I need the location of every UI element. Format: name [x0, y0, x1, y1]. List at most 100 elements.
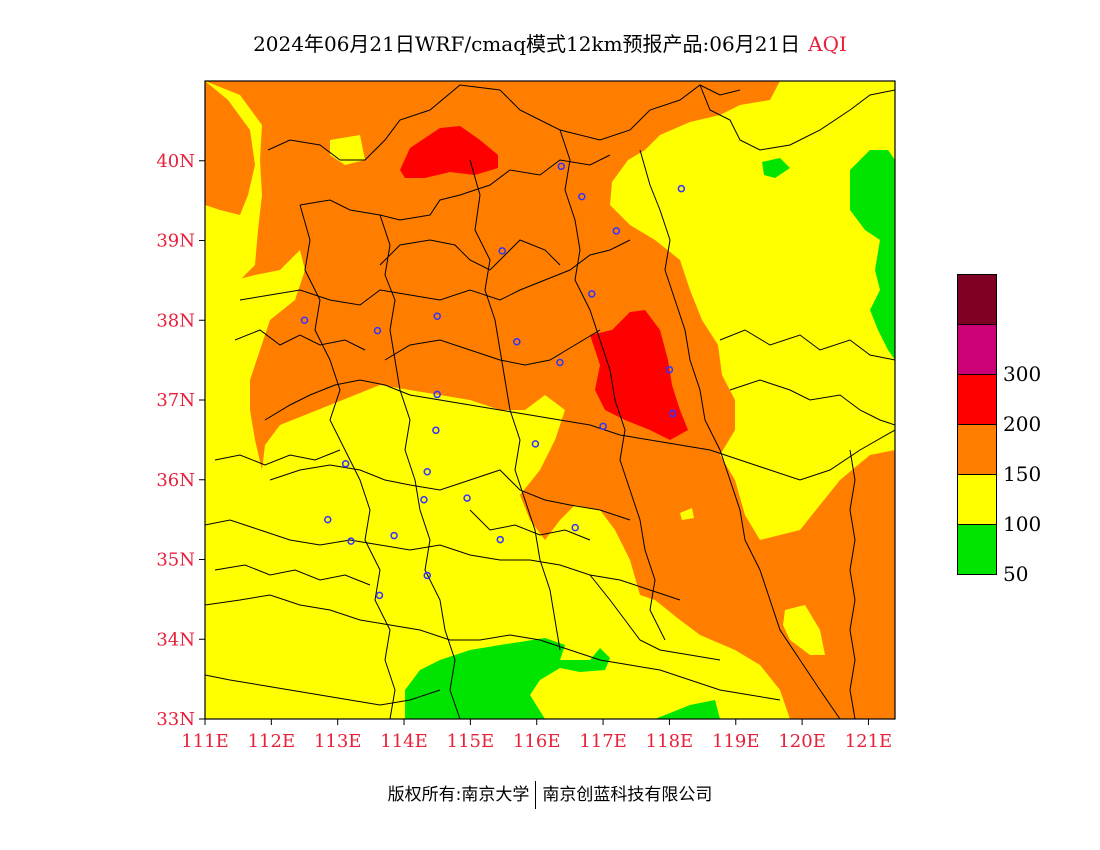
county-boundary — [729, 379, 895, 426]
station-marker — [432, 426, 440, 435]
station-marker — [599, 422, 607, 431]
x-tick-label: 115E — [447, 731, 495, 752]
boundary-lines — [205, 84, 895, 719]
station-marker — [423, 571, 432, 580]
copyright-right: 南京创蓝科技有限公司 — [542, 785, 713, 805]
county-boundary — [699, 84, 895, 151]
station-marker — [347, 537, 355, 545]
station-marker — [341, 460, 350, 468]
y-tick-label: 40N — [156, 151, 195, 172]
aqi-region-good-coast — [762, 158, 790, 178]
legend-label: 50 — [1003, 562, 1029, 586]
station-marker — [513, 338, 521, 346]
aqi-region-unhealthy-east — [590, 310, 688, 440]
title-main: 2024年06月21日WRF/cmaq模式12km预报产品:06月21日 — [253, 32, 801, 56]
station-marker — [557, 162, 566, 171]
legend-label: 100 — [1003, 512, 1042, 536]
county-boundary — [589, 574, 721, 661]
x-tick-label: 112E — [248, 731, 296, 752]
province-boundary — [269, 464, 631, 521]
legend-swatch — [957, 324, 997, 374]
county-boundary — [299, 204, 396, 719]
province-boundary — [264, 379, 895, 481]
province-boundary — [299, 154, 611, 221]
station-marker — [375, 591, 384, 600]
province-boundary — [267, 84, 741, 161]
aqi-region-usg-west — [205, 81, 255, 215]
x-tick-label: 121E — [845, 731, 893, 752]
x-tick-label: 116E — [513, 731, 561, 752]
aqi-legend — [957, 274, 997, 575]
chart-title: 2024年06月21日WRF/cmaq模式12km预报产品:06月21日 AQI — [0, 28, 1100, 57]
county-boundary — [719, 329, 895, 361]
county-boundary — [469, 509, 591, 541]
station-marker — [677, 184, 686, 193]
aqi-region-moderate-gap — [544, 410, 556, 419]
legend-label: 200 — [1003, 412, 1042, 436]
y-tick-label: 33N — [156, 709, 195, 730]
aqi-region-good-southeast — [655, 700, 720, 719]
legend-swatch — [957, 474, 997, 524]
station-marker — [556, 358, 564, 367]
province-boundary — [379, 239, 561, 271]
y-axis: 33N 34N 35N 36N 37N 38N 39N 40N — [156, 151, 205, 730]
county-boundary — [379, 214, 461, 719]
county-boundary — [234, 329, 366, 351]
station-marker — [463, 494, 471, 502]
monitoring-stations — [300, 162, 686, 600]
aqi-region-usg-north — [205, 81, 895, 719]
aqi-region-unhealthy-north — [400, 126, 498, 178]
county-boundary — [559, 129, 666, 641]
station-marker — [498, 247, 506, 255]
county-boundary — [214, 564, 371, 586]
copyright-separator — [535, 781, 537, 809]
station-marker — [420, 495, 428, 504]
station-marker — [390, 531, 398, 540]
legend-swatch — [957, 374, 997, 424]
copyright-left: 版权所有:南京大学 — [387, 785, 530, 805]
legend-swatch — [957, 274, 997, 324]
y-tick-label: 38N — [156, 310, 195, 331]
province-boundary — [384, 329, 601, 366]
legend-swatch — [957, 524, 997, 575]
station-marker — [668, 409, 677, 418]
station-marker — [300, 316, 309, 324]
station-marker — [423, 468, 432, 476]
county-boundary — [214, 449, 341, 466]
aqi-field — [205, 81, 895, 719]
legend-label: 150 — [1003, 462, 1042, 486]
x-tick-label: 114E — [380, 731, 428, 752]
x-tick-label: 111E — [181, 731, 229, 752]
station-marker — [588, 290, 596, 298]
county-boundary — [849, 449, 856, 719]
station-marker — [612, 227, 621, 235]
station-marker — [571, 523, 579, 532]
aqi-region-good-northeast — [850, 150, 895, 360]
province-boundary — [205, 594, 781, 701]
aqi-region-good-south — [405, 638, 610, 719]
station-marker — [433, 390, 441, 399]
station-marker — [433, 312, 441, 321]
station-marker — [531, 440, 540, 448]
station-marker — [373, 326, 382, 335]
y-tick-label: 39N — [156, 231, 195, 252]
x-tick-label: 120E — [778, 731, 826, 752]
y-tick-label: 36N — [156, 470, 195, 491]
y-tick-label: 34N — [156, 629, 195, 650]
x-tick-label: 119E — [712, 731, 760, 752]
title-variable: AQI — [808, 32, 847, 56]
x-tick-label: 117E — [579, 731, 627, 752]
aqi-region-moderate-island-2 — [783, 605, 825, 655]
station-marker — [323, 515, 332, 524]
aqi-region-moderate-pocket — [330, 135, 365, 165]
station-marker — [496, 535, 504, 544]
county-boundary — [469, 159, 561, 651]
province-boundary — [205, 519, 681, 601]
x-axis: 111E 112E 113E 114E 115E 116E 117E 118E 119E 120E… — [181, 719, 892, 752]
station-marker — [665, 365, 674, 374]
y-tick-label: 35N — [156, 550, 195, 571]
aqi-region-moderate-island-1 — [680, 508, 694, 520]
legend-label: 300 — [1003, 362, 1042, 386]
province-boundary — [239, 239, 631, 306]
